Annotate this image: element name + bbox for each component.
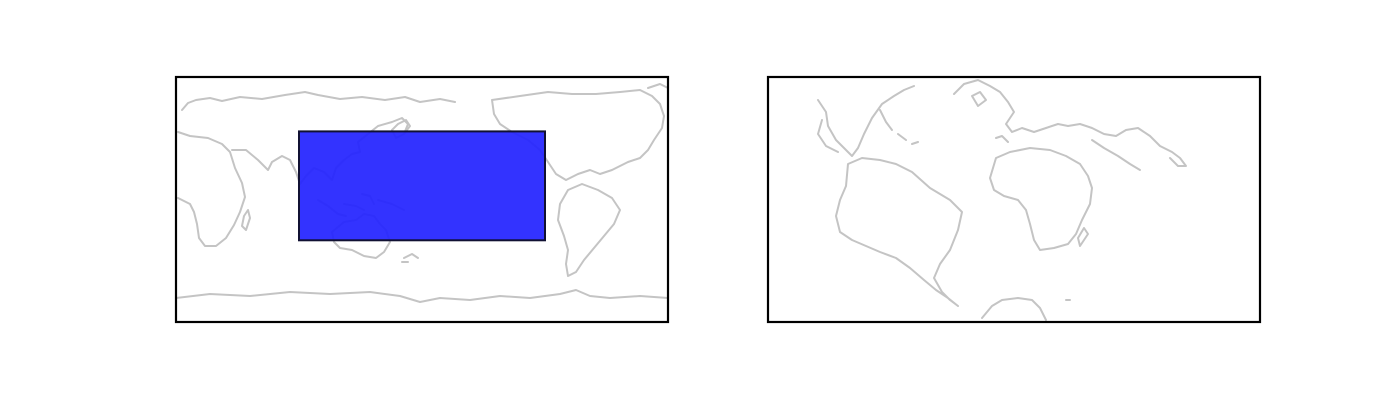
coast-madagascar xyxy=(1077,227,1089,247)
coast-south-america xyxy=(557,183,621,277)
coast-madagascar xyxy=(241,209,251,231)
coast-north-america xyxy=(817,85,915,157)
coast-south-america xyxy=(835,157,963,307)
coast-caribbean xyxy=(879,109,919,145)
map-panel-right xyxy=(766,75,1262,324)
coastlines xyxy=(817,79,1187,321)
coast-arabia xyxy=(1091,139,1141,171)
coast-africa xyxy=(177,131,246,247)
highlight-region xyxy=(298,130,546,242)
coast-new-zealand xyxy=(401,253,419,263)
coast-antarctic-peninsula xyxy=(981,297,1047,321)
map-frame-right xyxy=(766,75,1262,324)
coast-europe xyxy=(953,79,1187,167)
coast-eurasia-north xyxy=(181,91,456,111)
coast-antarctica xyxy=(176,289,668,303)
map-frame-left xyxy=(174,75,670,324)
coast-africa xyxy=(989,147,1093,251)
coast-greenland xyxy=(647,83,668,89)
map-panel-left xyxy=(174,75,670,324)
coast-british-isles xyxy=(971,91,987,107)
